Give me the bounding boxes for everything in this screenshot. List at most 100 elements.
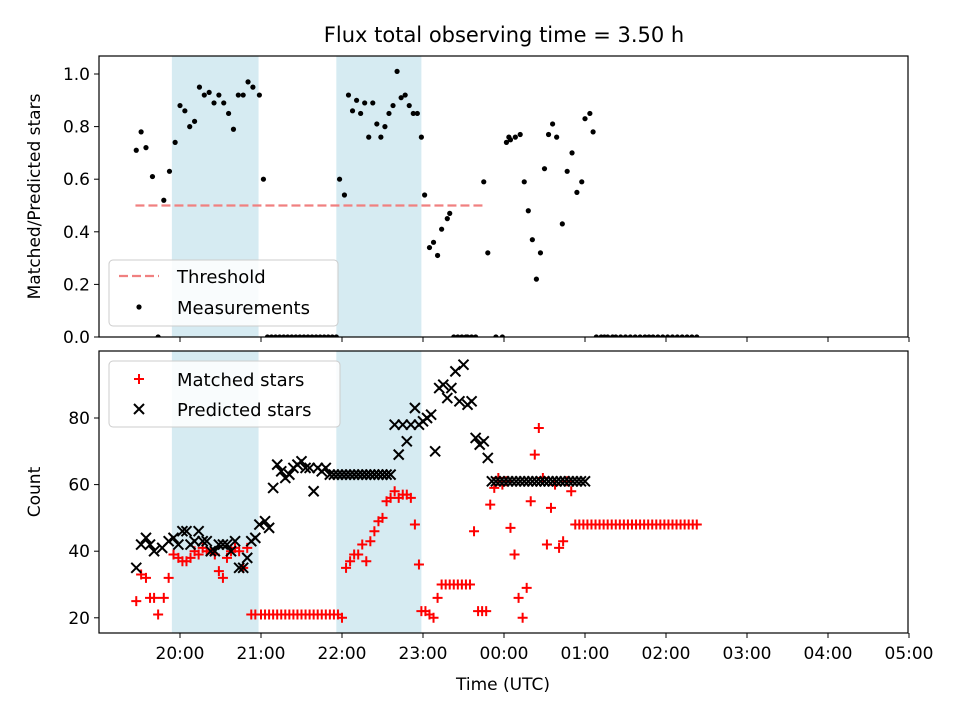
data-point xyxy=(574,189,580,195)
series-group xyxy=(133,68,700,337)
predicted-point xyxy=(140,532,152,544)
legend-label: Predicted stars xyxy=(177,400,311,421)
data-point xyxy=(564,168,570,174)
data-point xyxy=(305,334,311,337)
data-point xyxy=(434,252,441,259)
data-point xyxy=(333,334,339,337)
matched-point xyxy=(149,592,160,603)
y-tick-label: 1.0 xyxy=(63,65,90,85)
predicted-point xyxy=(295,455,308,467)
predicted-point xyxy=(490,475,502,487)
data-point xyxy=(166,168,173,174)
predicted-point xyxy=(192,525,205,537)
data-point xyxy=(321,334,327,337)
y-tick-label: 20 xyxy=(68,609,90,629)
predicted-point xyxy=(469,432,482,444)
data-point xyxy=(469,334,475,337)
data-point xyxy=(613,334,619,337)
y-tick-label: 0.2 xyxy=(63,275,90,295)
data-point xyxy=(398,95,404,101)
predicted-point xyxy=(209,545,221,557)
predicted-point xyxy=(320,462,332,474)
x-tick-label: 21:00 xyxy=(237,644,286,664)
matched-point xyxy=(377,512,388,523)
predicted-point xyxy=(336,468,348,481)
legend-label: Threshold xyxy=(176,267,266,288)
x-tick-label: 23:00 xyxy=(399,644,448,664)
data-point xyxy=(447,210,453,216)
predicted-point xyxy=(542,475,555,487)
predicted-point xyxy=(563,475,575,487)
predicted-point xyxy=(283,468,296,481)
data-point xyxy=(679,334,685,337)
data-point xyxy=(499,334,505,337)
data-point xyxy=(386,110,392,117)
data-point xyxy=(451,334,457,337)
matched-point xyxy=(345,556,356,567)
predicted-point xyxy=(429,445,441,458)
matched-point xyxy=(533,422,544,433)
predicted-point xyxy=(259,515,271,527)
matched-point xyxy=(158,592,169,603)
predicted-point xyxy=(571,475,583,487)
data-point xyxy=(422,192,428,198)
predicted-point xyxy=(303,462,316,474)
predicted-point xyxy=(494,475,506,487)
data-point xyxy=(341,192,348,198)
data-point xyxy=(593,334,599,337)
predicted-point xyxy=(498,475,510,487)
legend-measurement-swatch xyxy=(136,304,142,310)
predicted-point xyxy=(263,522,275,534)
data-point xyxy=(201,92,207,98)
predicted-point xyxy=(502,475,514,487)
predicted-point xyxy=(478,435,490,448)
predicted-point xyxy=(409,402,421,414)
data-point xyxy=(410,110,416,117)
data-point xyxy=(550,121,556,127)
data-point xyxy=(503,139,510,145)
matched-point xyxy=(432,592,443,603)
predicted-point xyxy=(237,562,249,574)
data-point xyxy=(622,334,629,337)
data-point xyxy=(370,100,376,106)
data-point xyxy=(289,334,295,337)
predicted-point xyxy=(397,418,409,431)
data-point xyxy=(455,334,461,337)
predicted-point xyxy=(172,538,185,551)
predicted-point xyxy=(518,475,530,487)
data-point xyxy=(240,92,246,98)
data-point xyxy=(133,147,139,153)
predicted-point xyxy=(299,462,312,474)
x-tick-label: 03:00 xyxy=(723,644,772,664)
data-point xyxy=(418,134,424,140)
data-point xyxy=(272,334,279,337)
x-tick-label: 01:00 xyxy=(561,644,610,664)
matched-point xyxy=(529,449,540,460)
data-point xyxy=(366,134,372,140)
predicted-point xyxy=(229,535,241,547)
data-point xyxy=(313,334,319,337)
matched-point xyxy=(409,519,420,530)
legend-box xyxy=(108,259,339,327)
predicted-point xyxy=(486,475,498,487)
top-panel: 0.0 0.2 0.4 0.6 0.8 1.0 Matched/Predicted star… xyxy=(25,55,910,348)
matched-point xyxy=(541,539,552,550)
predicted-point xyxy=(352,468,364,481)
data-point xyxy=(582,116,588,122)
data-point xyxy=(250,84,256,90)
data-point xyxy=(439,226,445,232)
data-point xyxy=(230,126,237,132)
shaded-span xyxy=(336,351,422,633)
data-point xyxy=(161,197,167,203)
predicted-point xyxy=(380,468,393,481)
predicted-point xyxy=(526,475,539,487)
predicted-point xyxy=(437,378,449,391)
data-point xyxy=(221,100,227,106)
data-point xyxy=(444,216,450,222)
predicted-point xyxy=(267,482,279,494)
y-tick-label: 80 xyxy=(68,409,90,429)
matched-point xyxy=(509,549,520,560)
predicted-point xyxy=(445,382,458,394)
data-point xyxy=(402,92,408,98)
